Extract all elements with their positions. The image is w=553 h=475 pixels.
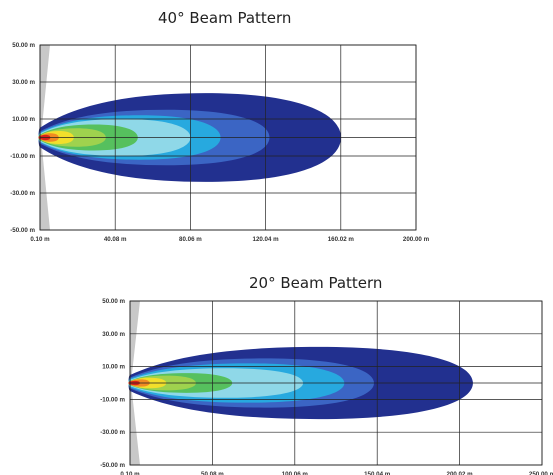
beam-chart-40: 40° Beam Pattern 0.10 m 40.08 m 80.06 m 120… (10, 9, 430, 243)
y-tick-label: 50.00 m (12, 42, 35, 49)
y-tick-label: 50.00 m (102, 298, 125, 305)
y-tick-label: 10.00 m (12, 116, 35, 123)
y-tick-label: -30.00 m (100, 429, 125, 436)
x-tick-label: 100.06 m (282, 471, 309, 475)
y-tick-label: -10.00 m (100, 396, 125, 403)
x-tick-label: 200.00 m (403, 236, 430, 243)
chart-title: 40° Beam Pattern (158, 9, 292, 27)
x-tick-label: 0.10 m (120, 471, 140, 475)
beam-chart-20-plot: 0.10 m 50.08 m 100.06 m 150.04 m 200.02 m 250… (100, 298, 553, 475)
y-tick-label: 10.00 m (102, 364, 125, 371)
y-tick-label: 30.00 m (12, 79, 35, 86)
plot-frame (129, 300, 543, 466)
y-tick-label: -50.00 m (100, 462, 125, 469)
beam-chart-20: 20° Beam Pattern 0.10 m 50.08 m 100.06 m 15… (0, 265, 553, 475)
x-tick-label: 120.04 m (253, 236, 280, 243)
x-tick-label: 0.10 m (30, 236, 50, 243)
y-tick-label: 30.00 m (102, 331, 125, 338)
x-tick-label: 50.08 m (201, 471, 224, 475)
y-tick-label: -30.00 m (10, 190, 35, 197)
x-tick-label: 150.04 m (364, 471, 391, 475)
plot-frame (39, 44, 417, 231)
x-tick-label: 200.02 m (447, 471, 474, 475)
y-tick-label: -50.00 m (10, 227, 35, 234)
y-tick-label: -10.00 m (10, 153, 35, 160)
x-tick-label: 80.06 m (179, 236, 202, 243)
emitter-shadow (40, 45, 50, 230)
emitter-shadow (130, 301, 140, 465)
x-tick-label: 160.02 m (328, 236, 355, 243)
x-tick-label: 250.00 m (529, 471, 553, 475)
x-tick-label: 40.08 m (104, 236, 127, 243)
beam-chart-40-plot: 0.10 m 40.08 m 80.06 m 120.04 m 160.02 m 200.… (10, 42, 430, 243)
chart-title: 20° Beam Pattern (249, 274, 383, 292)
